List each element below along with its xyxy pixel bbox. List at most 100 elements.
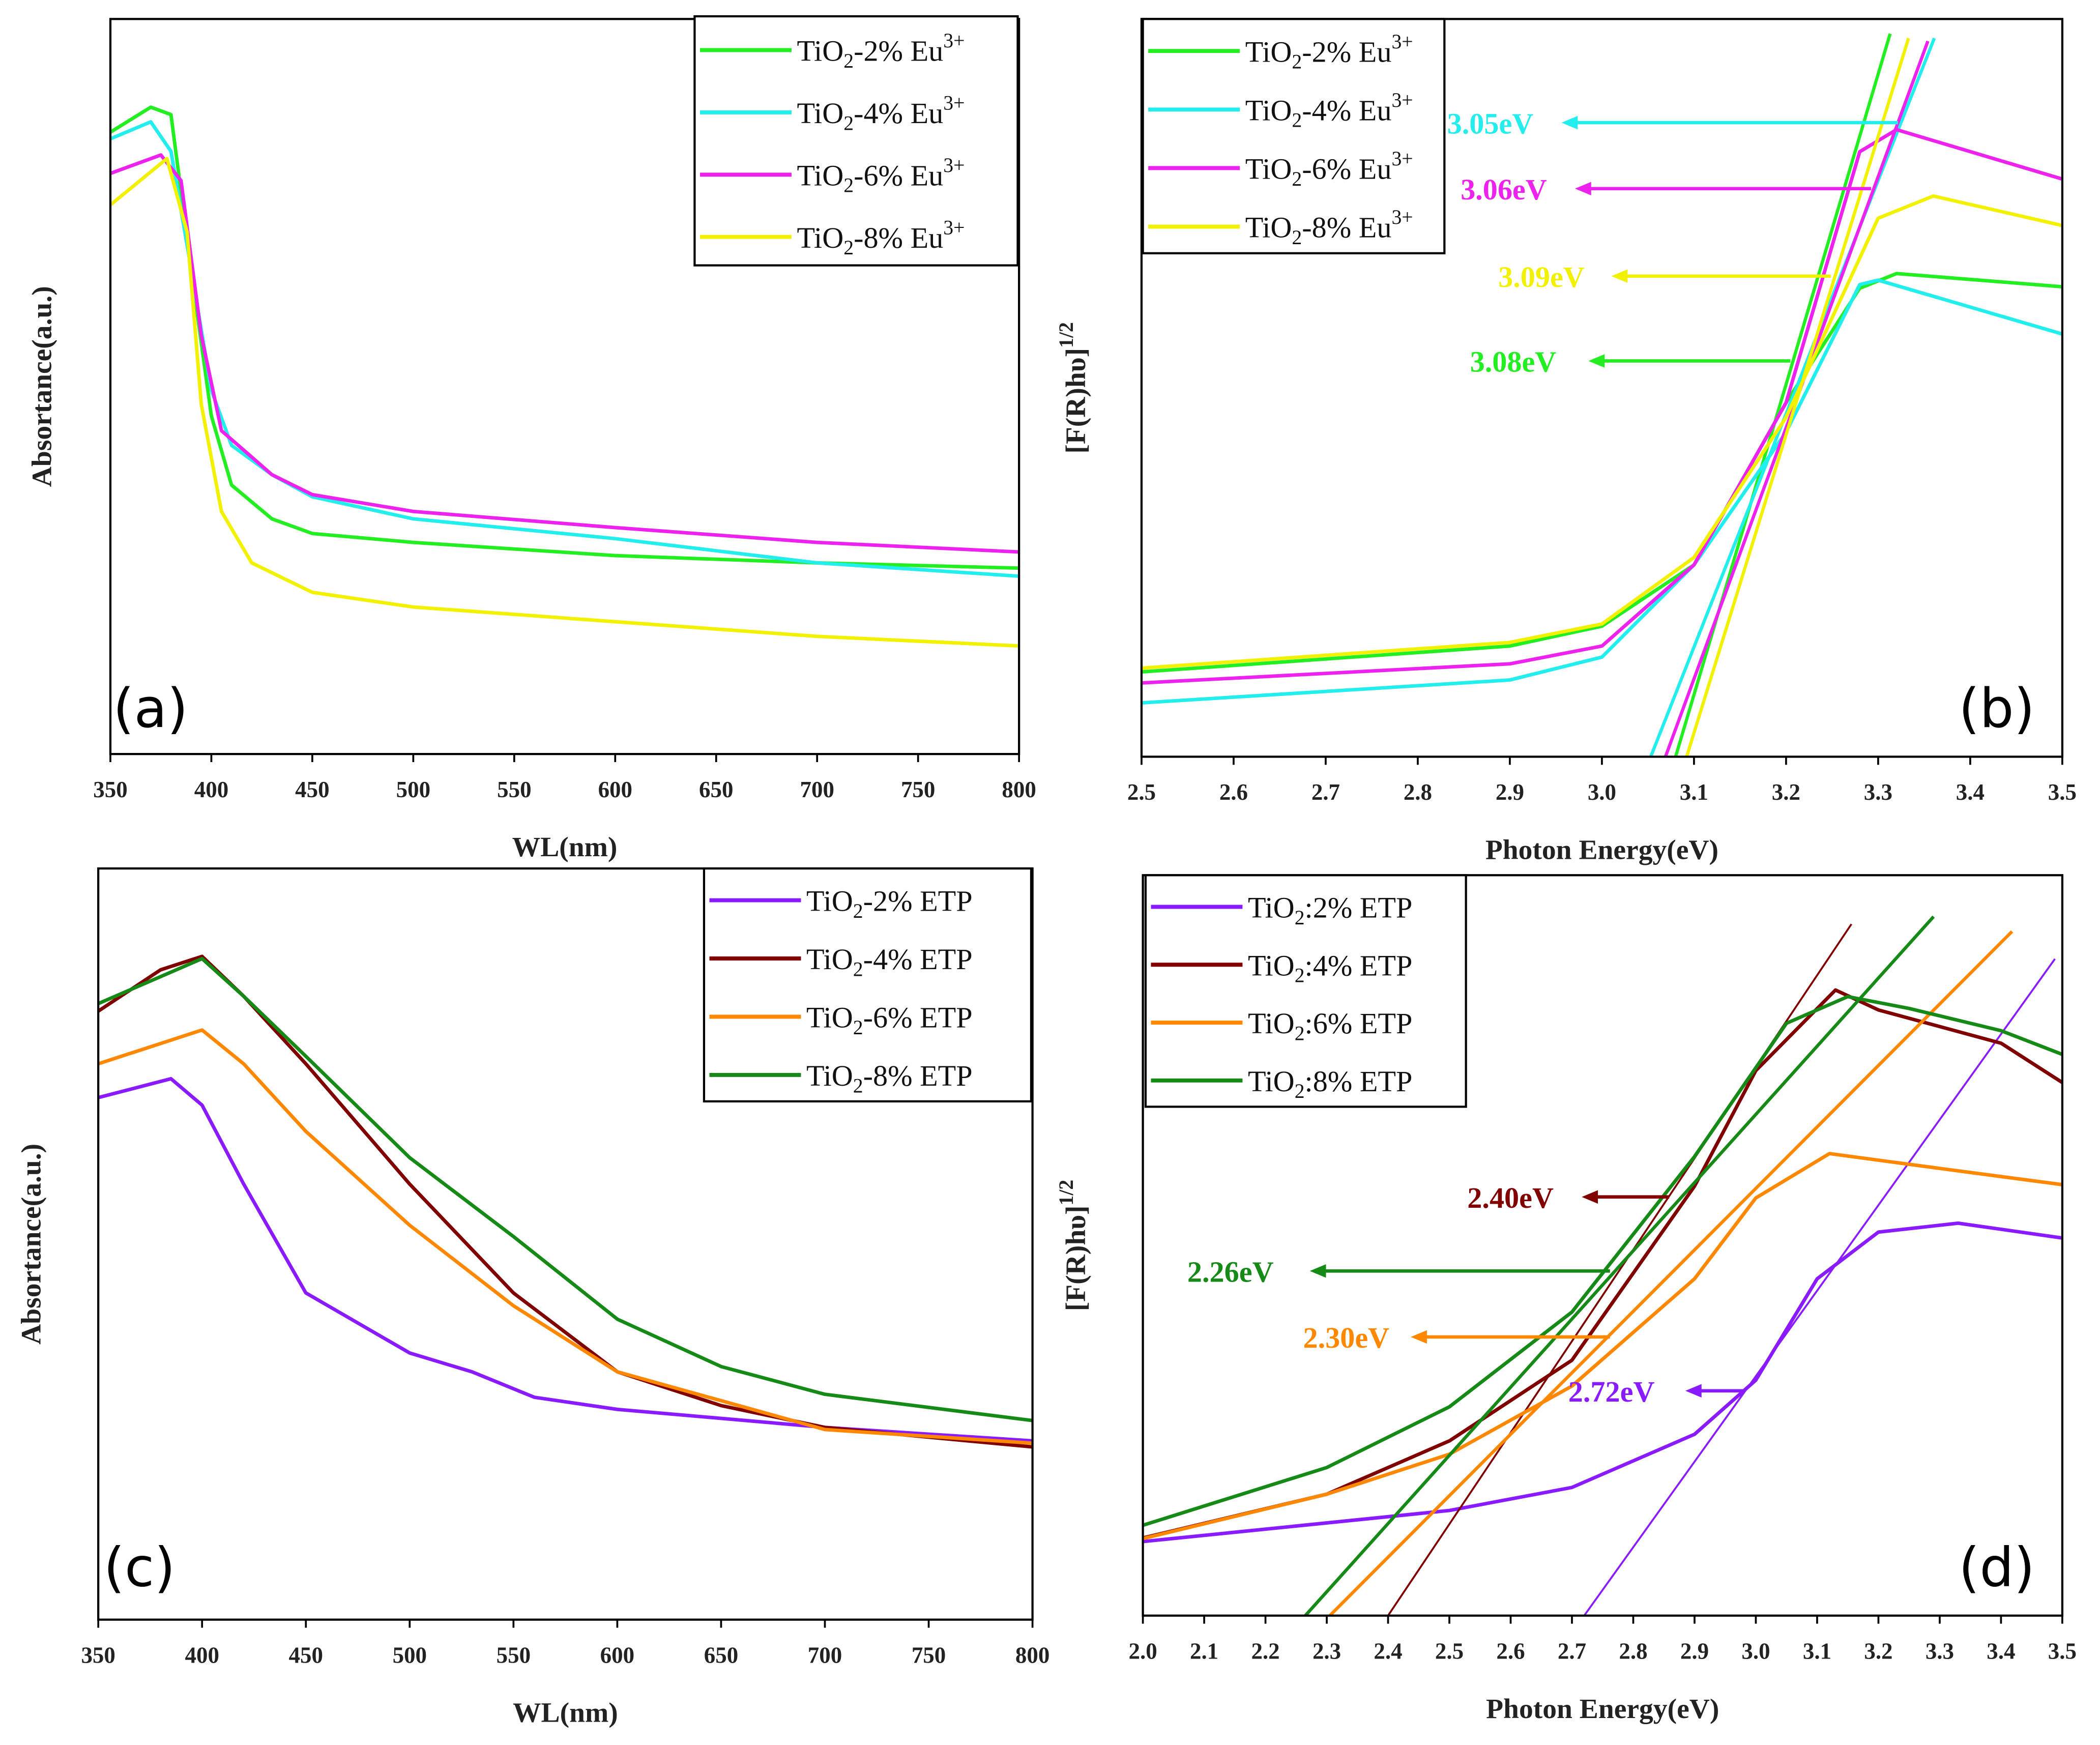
x-axis-label: Photon Energy(eV) (1486, 1693, 1719, 1725)
arrow-head (1582, 1190, 1598, 1204)
y-axis-label: Absortance(a.u.) (15, 1144, 47, 1345)
series-line (1141, 194, 2062, 670)
arrow-head (1611, 269, 1628, 283)
x-tick-label: 3.4 (1956, 779, 1985, 805)
x-tick-label: 3.2 (1772, 779, 1800, 805)
x-tick-label: 3.0 (1588, 779, 1616, 805)
arrow-head (1588, 354, 1605, 368)
x-tick-label: 800 (1015, 1642, 1049, 1668)
panel-label: (b) (1959, 677, 2035, 740)
x-tick-label: 350 (81, 1642, 115, 1668)
bandgap-label: 3.06eV (1461, 173, 1547, 206)
axes-frame (1142, 874, 2064, 1617)
series-line (98, 1077, 1033, 1443)
series-line (110, 153, 1019, 554)
x-tick-label: 3.1 (1680, 779, 1708, 805)
x-tick-label: 2.8 (1619, 1638, 1647, 1664)
x-tick-label: 700 (808, 1642, 842, 1668)
x-tick-label: 2.3 (1312, 1638, 1341, 1664)
panel-label: (c) (104, 1536, 176, 1598)
series-line (1141, 278, 2062, 705)
legend-entry: TiO2-8% ETP (806, 1059, 973, 1097)
axes-frame (97, 867, 1034, 1621)
arrow-head (1561, 115, 1578, 130)
y-axis-label: [F(R)hυ]1/2 (1055, 322, 1092, 453)
x-tick-label: 550 (497, 777, 531, 802)
x-tick-label: 500 (396, 777, 430, 802)
bandgap-label: 3.05eV (1447, 107, 1534, 140)
x-tick-label: 2.4 (1374, 1638, 1402, 1664)
tangent-line (1674, 33, 1892, 757)
series-line (1143, 1221, 2062, 1544)
legend-entry: TiO2-8% Eu3+ (1245, 206, 1413, 249)
bandgap-label: 2.72eV (1568, 1375, 1655, 1408)
legend-entry: TiO2-6% Eu3+ (797, 154, 965, 197)
x-tick-label: 2.9 (1680, 1638, 1709, 1664)
tangent-line (1583, 958, 2056, 1616)
x-axis-label: WL(nm) (512, 831, 618, 863)
x-tick-label: 500 (393, 1642, 427, 1668)
tangent-line (1328, 930, 2014, 1616)
x-tick-label: 400 (194, 777, 228, 802)
legend-entry: TiO2:6% ETP (1248, 1007, 1412, 1044)
panel-d: 2.72eV 2.40eV 2.30eV 2.26eV 2.0 2.1 2.2 2.3 2.4 2… (1055, 874, 2077, 1725)
legend-entry: TiO2-2% ETP (806, 885, 973, 922)
tangent-line (1685, 38, 1910, 757)
series-line (1141, 272, 2062, 674)
x-tick-label: 450 (295, 777, 329, 802)
series-line (98, 954, 1033, 1449)
x-tick-label: 2.6 (1219, 779, 1248, 805)
legend-entry: TiO2-6% Eu3+ (1245, 148, 1413, 190)
x-tick-label: 750 (901, 777, 935, 802)
bandgap-label: 3.09eV (1498, 260, 1585, 294)
legend-entry: TiO2-6% ETP (806, 1001, 973, 1039)
series-line (1141, 128, 2062, 685)
x-tick-label: 2.7 (1558, 1638, 1586, 1664)
legend-box (693, 15, 1019, 267)
x-tick-label: 2.9 (1496, 779, 1524, 805)
x-tick-label: 550 (497, 1642, 531, 1668)
x-tick-label: 400 (185, 1642, 219, 1668)
series-line (1143, 988, 2062, 1540)
axes-frame (109, 18, 1020, 755)
x-axis-label: Photon Energy(eV) (1485, 834, 1718, 866)
bandgap-label: 2.40eV (1467, 1181, 1554, 1214)
legend-entry: TiO2-2% Eu3+ (797, 30, 965, 72)
x-tick-label: 350 (93, 777, 127, 802)
series-line (1143, 1152, 2062, 1540)
x-tick-label: 2.2 (1251, 1638, 1279, 1664)
arrow-head (1411, 1330, 1427, 1344)
x-tick-label: 600 (598, 777, 632, 802)
series-line (110, 157, 1019, 648)
legend-entry: TiO2-4% ETP (806, 943, 973, 980)
x-tick-label: 3.5 (2048, 1638, 2077, 1664)
x-tick-label: 2.8 (1404, 779, 1432, 805)
x-tick-label: 650 (699, 777, 733, 802)
x-tick-label: 700 (800, 777, 834, 802)
legend-box (1144, 874, 1467, 1108)
x-tick-label: 3.2 (1864, 1638, 1892, 1664)
bandgap-label: 3.08eV (1470, 345, 1557, 379)
legend-entry: TiO2:2% ETP (1248, 891, 1412, 929)
x-tick-label: 3.1 (1803, 1638, 1831, 1664)
arrow-head (1575, 182, 1591, 195)
series-line (110, 105, 1019, 570)
x-tick-label: 2.7 (1311, 779, 1340, 805)
x-tick-label: 2.5 (1435, 1638, 1464, 1664)
x-axis-label: WL(nm) (513, 1697, 618, 1729)
tangent-line (1304, 915, 1935, 1616)
tangent-line (1649, 37, 1936, 757)
x-tick-label: 2.5 (1127, 779, 1156, 805)
panel-b: 3.08eV 3.05eV 3.06eV 3.09eV 2.5 2.6 2.7 2.8 2.9 3… (1055, 18, 2077, 866)
series-line (98, 956, 1033, 1422)
x-tick-label: 800 (1002, 777, 1036, 802)
x-tick-label: 650 (704, 1642, 738, 1668)
panel-a: 350 400 450 500 550 600 650 700 750 800 WL(nm) Abso… (26, 15, 1036, 863)
bandgap-label: 2.26eV (1187, 1255, 1274, 1288)
legend-entry: TiO2-4% Eu3+ (797, 92, 965, 135)
arrow-head (1309, 1264, 1326, 1278)
legend-entry: TiO2-2% Eu3+ (1245, 31, 1413, 73)
legend-entry: TiO2:8% ETP (1248, 1065, 1412, 1102)
series-line (1143, 995, 2062, 1527)
